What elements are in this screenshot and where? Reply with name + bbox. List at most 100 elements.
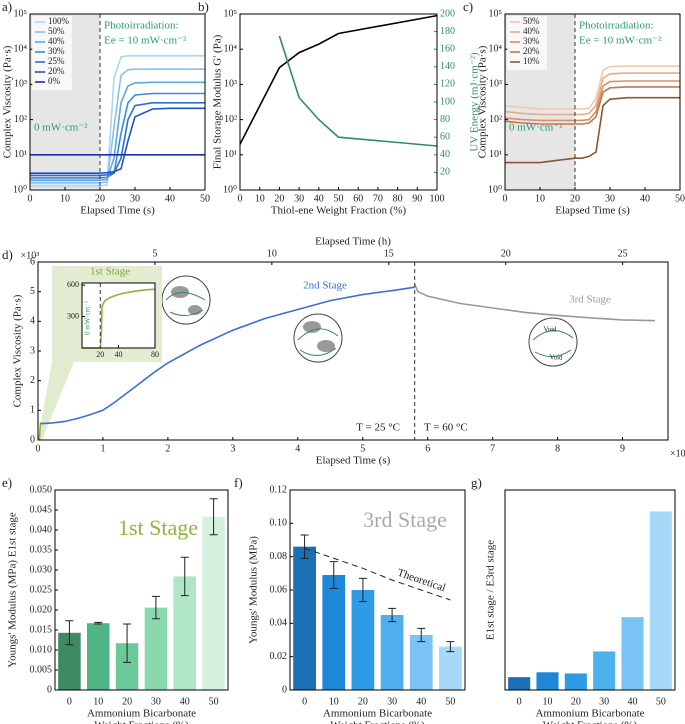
x-tick-label: 0 <box>36 443 41 454</box>
y-tick-label: 10² <box>224 114 237 125</box>
x-tick-label: 10 <box>329 696 339 707</box>
bar <box>293 546 316 690</box>
error-bar <box>358 577 367 603</box>
x-tick-label: 50 <box>334 193 344 204</box>
series-line <box>413 283 656 322</box>
error-bar <box>388 607 397 623</box>
axis-title: UV Energy (mJ·cm⁻²) <box>469 52 481 151</box>
annotation: Ee = 10 mW·cm⁻² <box>579 35 662 47</box>
bar <box>508 677 531 690</box>
y-tick-label: 6 <box>30 256 35 267</box>
x-tick-label: 30 <box>294 193 304 204</box>
y-tick-label: 600 <box>67 280 79 289</box>
x-tick-label: 40 <box>165 193 175 204</box>
x-tick-label: 30 <box>605 193 615 204</box>
y-tick-label: 0.025 <box>30 584 53 595</box>
x-tick-label: 3 <box>230 443 235 454</box>
illustrations <box>161 275 578 367</box>
legend-label: 0% <box>48 76 61 86</box>
plot-frame <box>239 13 438 191</box>
series-line <box>30 68 205 184</box>
legend-label: 30% <box>48 46 65 56</box>
x-tick-label: 40 <box>180 696 190 707</box>
y2-tick-label: 140 <box>440 61 455 72</box>
y-tick-label: 0.050 <box>30 484 53 495</box>
axis-title: Final Storage Modulus G' (Pa) <box>212 34 224 169</box>
annotation: 0 mW·cm⁻² <box>509 122 563 134</box>
x-tick-label: 40 <box>640 193 650 204</box>
network <box>297 328 339 356</box>
x-tick-label: 1 <box>100 443 105 454</box>
annotation: 3rd Stage <box>569 294 611 306</box>
x-tick-label: 50 <box>209 696 219 707</box>
axis-title: Weight Fractions (%) <box>543 720 638 724</box>
error-bar <box>65 620 74 646</box>
axis-title: Youngs' Modulus (MPa) <box>248 536 260 644</box>
axis-title: Elapsed Time (s) <box>555 205 630 217</box>
axis-title: E1st stage / E3rd stage <box>485 540 497 640</box>
illustration <box>161 275 211 325</box>
panel-label: a) <box>2 0 12 14</box>
plot-frame <box>54 489 229 691</box>
legend-label: 20% <box>48 66 65 76</box>
y-tick-label: 10⁰ <box>488 184 502 195</box>
error-bar <box>209 498 218 536</box>
y-tick-label: 0.030 <box>30 564 53 575</box>
y-tick-label: 0.10 <box>270 518 288 529</box>
series-line <box>82 288 156 349</box>
axis-title: Complex Viscosity (Pa·s) <box>2 45 14 158</box>
axis-title: Elapsed Time (s) <box>316 455 391 467</box>
x-tick-label: 80 <box>151 350 159 359</box>
y-tick-label: 10² <box>489 114 502 125</box>
x-tick-label: 30 <box>599 696 609 707</box>
y2-tick-label: 200 <box>440 8 455 19</box>
axis-title: Ammonium Bicarbonate <box>535 708 644 720</box>
series-line <box>30 102 205 177</box>
plot-frame <box>37 261 669 441</box>
x-tick-label: 10 <box>93 696 103 707</box>
annotation: Void <box>549 354 563 362</box>
y-tick-label: 0.020 <box>30 604 53 615</box>
legend-label: 100% <box>48 16 70 26</box>
axis-title: Complex Viscosity (Pa·s) <box>12 294 24 407</box>
x-tick-label: 10 <box>543 696 553 707</box>
x-tick-label: 60 <box>353 193 363 204</box>
y-tick-label: 0.005 <box>30 664 53 675</box>
y-tick-label: 5 <box>30 286 35 297</box>
legend-label: 50% <box>48 26 65 36</box>
y-tick-label: 0 <box>282 684 287 695</box>
x2-tick-label: 15 <box>384 248 394 259</box>
y2-tick-label: 40 <box>440 149 450 160</box>
bar <box>439 646 462 690</box>
axis-title: Thiol-ene Weight Fraction (%) <box>271 205 407 217</box>
y-tick-label: 0.02 <box>270 651 288 662</box>
x-tick-label: 10 <box>255 193 265 204</box>
x-tick-label: 30 <box>387 696 397 707</box>
bar <box>409 635 433 690</box>
x-tick-label: 50 <box>656 696 666 707</box>
bar <box>322 575 346 690</box>
annotation: 2nd Stage <box>303 280 347 292</box>
x-tick-label: 50 <box>675 193 685 204</box>
x2-tick-label: 25 <box>618 248 628 259</box>
series-line <box>30 92 205 179</box>
annotation: 1st Stage <box>90 266 130 278</box>
plot-frame <box>29 13 206 191</box>
x-tick-label: 30 <box>151 696 161 707</box>
legend-label: 40% <box>523 26 540 36</box>
bar <box>593 651 616 690</box>
bar <box>351 590 375 690</box>
y-tick-label: 0.04 <box>270 618 288 629</box>
bar <box>380 615 404 690</box>
y-tick-label: 10³ <box>224 79 237 90</box>
y2-tick-label: 120 <box>440 79 455 90</box>
error-bar <box>151 595 160 620</box>
legend-label: 25% <box>48 56 65 66</box>
x-tick-label: 0 <box>238 193 243 204</box>
axis-title: Ammonium Bicarbonate <box>323 708 432 720</box>
axis-title: Elapsed Time (s) <box>80 205 155 217</box>
y-tick-label: 10⁵ <box>224 8 238 19</box>
x-tick-label: 10 <box>60 193 70 204</box>
plot-frame <box>81 282 156 349</box>
inset-highlight <box>38 362 74 440</box>
